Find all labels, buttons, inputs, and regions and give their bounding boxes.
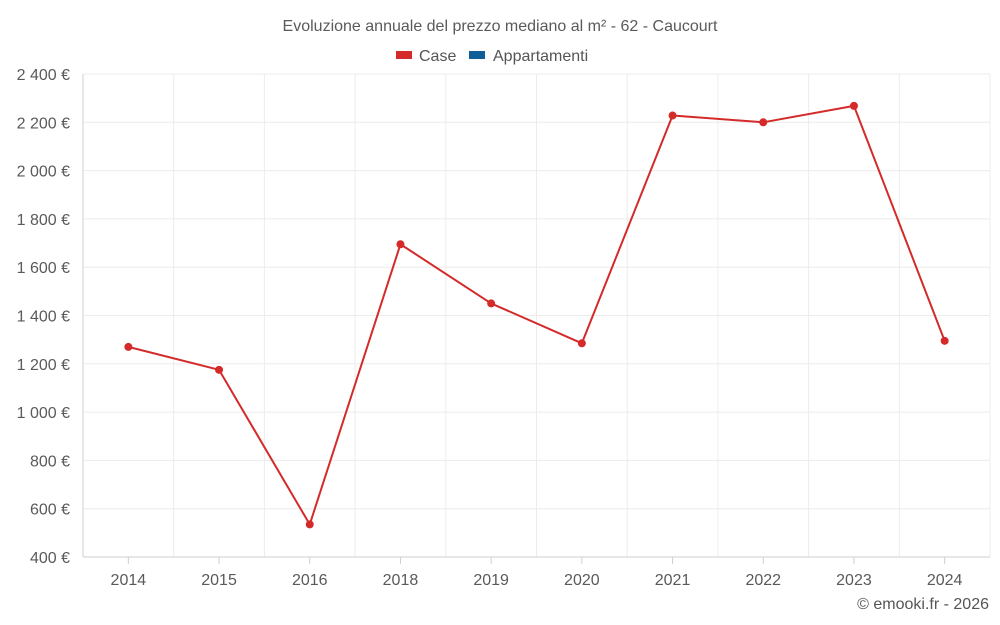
y-tick-label: 1 400 € [17, 309, 70, 326]
legend-label-appartamenti: Appartamenti [493, 48, 588, 65]
data-point[interactable] [487, 299, 496, 308]
x-tick-label: 2018 [383, 572, 419, 589]
y-tick-label: 2 400 € [17, 67, 70, 84]
x-tick-label: 2021 [655, 572, 691, 589]
grid [82, 73, 991, 557]
x-tick-label: 2014 [111, 572, 147, 589]
data-point[interactable] [668, 111, 677, 120]
y-axis-ticks: 400 € 600 € 800 € 1 000 € 1 200 € 1 400 € 1 60… [17, 67, 70, 567]
x-tick-label: 2015 [201, 572, 237, 589]
y-tick-label: 1 600 € [17, 260, 70, 277]
axes [82, 74, 990, 558]
series-layer [124, 101, 949, 529]
data-point[interactable] [577, 339, 586, 348]
y-tick-label: 2 000 € [17, 164, 70, 181]
legend-label-case: Case [419, 48, 456, 65]
data-point[interactable] [124, 342, 133, 351]
x-tick-label: 2022 [745, 572, 781, 589]
y-tick-label: 600 € [30, 502, 70, 519]
x-tick-label: 2023 [836, 572, 872, 589]
legend-swatch-case [396, 51, 412, 59]
x-tick-label: 2024 [927, 572, 963, 589]
y-tick-label: 800 € [30, 453, 70, 470]
data-point[interactable] [940, 336, 949, 345]
series-line-case [128, 104, 946, 526]
data-point[interactable] [849, 101, 858, 110]
legend-item-case[interactable]: Case [396, 48, 456, 65]
credit-text: © emooki.fr - 2026 [857, 596, 989, 613]
data-point[interactable] [215, 365, 224, 374]
data-point[interactable] [759, 118, 768, 127]
x-tick-label: 2020 [564, 572, 600, 589]
x-axis-ticks: 2014 2015 2016 2018 2019 2020 2021 2022 2023 2024 [111, 557, 963, 589]
chart-title: Evoluzione annuale del prezzo mediano al… [283, 18, 718, 35]
data-point[interactable] [305, 520, 314, 529]
data-point[interactable] [396, 240, 405, 249]
x-tick-label: 2019 [473, 572, 509, 589]
y-tick-label: 2 200 € [17, 115, 70, 132]
y-tick-label: 1 000 € [17, 405, 70, 422]
x-tick-label: 2016 [292, 572, 328, 589]
y-tick-label: 1 200 € [17, 357, 70, 374]
legend: Case Appartamenti [396, 48, 588, 65]
legend-swatch-appartamenti [469, 51, 485, 59]
y-tick-label: 1 800 € [17, 212, 70, 229]
y-tick-label: 400 € [30, 550, 70, 567]
legend-item-appartamenti[interactable]: Appartamenti [469, 48, 588, 65]
